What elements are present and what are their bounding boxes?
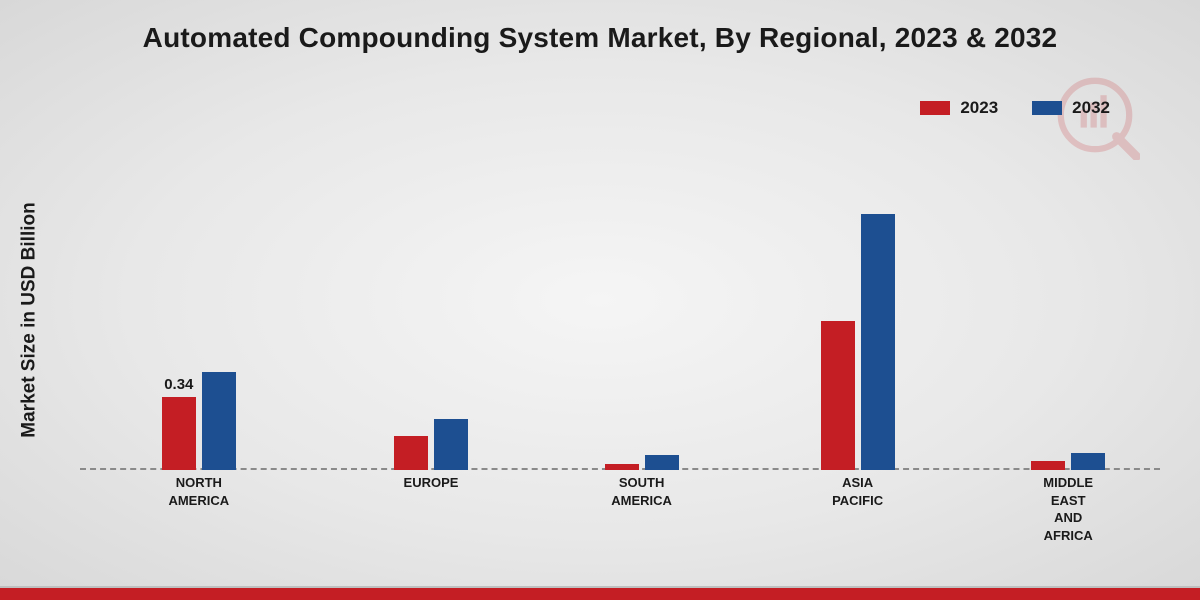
bar [645,455,679,470]
legend-item-2032: 2032 [1032,98,1110,118]
bar: 0.34 [162,397,196,470]
bar [861,214,895,470]
bar [1031,461,1065,470]
y-axis-label-container: Market Size in USD Billion [16,160,44,480]
x-tick-label: ASIA PACIFIC [798,474,918,509]
bar [1071,453,1105,470]
bar-group: 0.34 [162,372,236,470]
bar [202,372,236,470]
bar-group [821,214,895,470]
legend-label-2032: 2032 [1072,98,1110,118]
x-axis-labels: NORTH AMERICA EUROPE SOUTH AMERICA ASIA PAC… [80,474,1160,564]
legend-swatch-2023 [920,101,950,115]
bar-group [394,419,468,470]
chart-canvas: Automated Compounding System Market, By … [0,0,1200,600]
bar-group [605,455,679,470]
legend: 2023 2032 [920,98,1110,118]
x-tick-label: MIDDLE EAST AND AFRICA [1008,474,1128,544]
bar-value-label: 0.34 [164,376,193,393]
y-axis-label: Market Size in USD Billion [19,202,41,437]
legend-swatch-2032 [1032,101,1062,115]
x-tick-label: SOUTH AMERICA [582,474,702,509]
bar [434,419,468,470]
legend-item-2023: 2023 [920,98,998,118]
bar [394,436,428,470]
x-tick-label: EUROPE [371,474,491,492]
x-tick-label: NORTH AMERICA [139,474,259,509]
bar [605,464,639,470]
legend-label-2023: 2023 [960,98,998,118]
chart-title: Automated Compounding System Market, By … [0,22,1200,54]
footer-accent-bar [0,588,1200,600]
bar-group [1031,453,1105,470]
bar [821,321,855,470]
plot-area: 0.34 [80,150,1160,470]
